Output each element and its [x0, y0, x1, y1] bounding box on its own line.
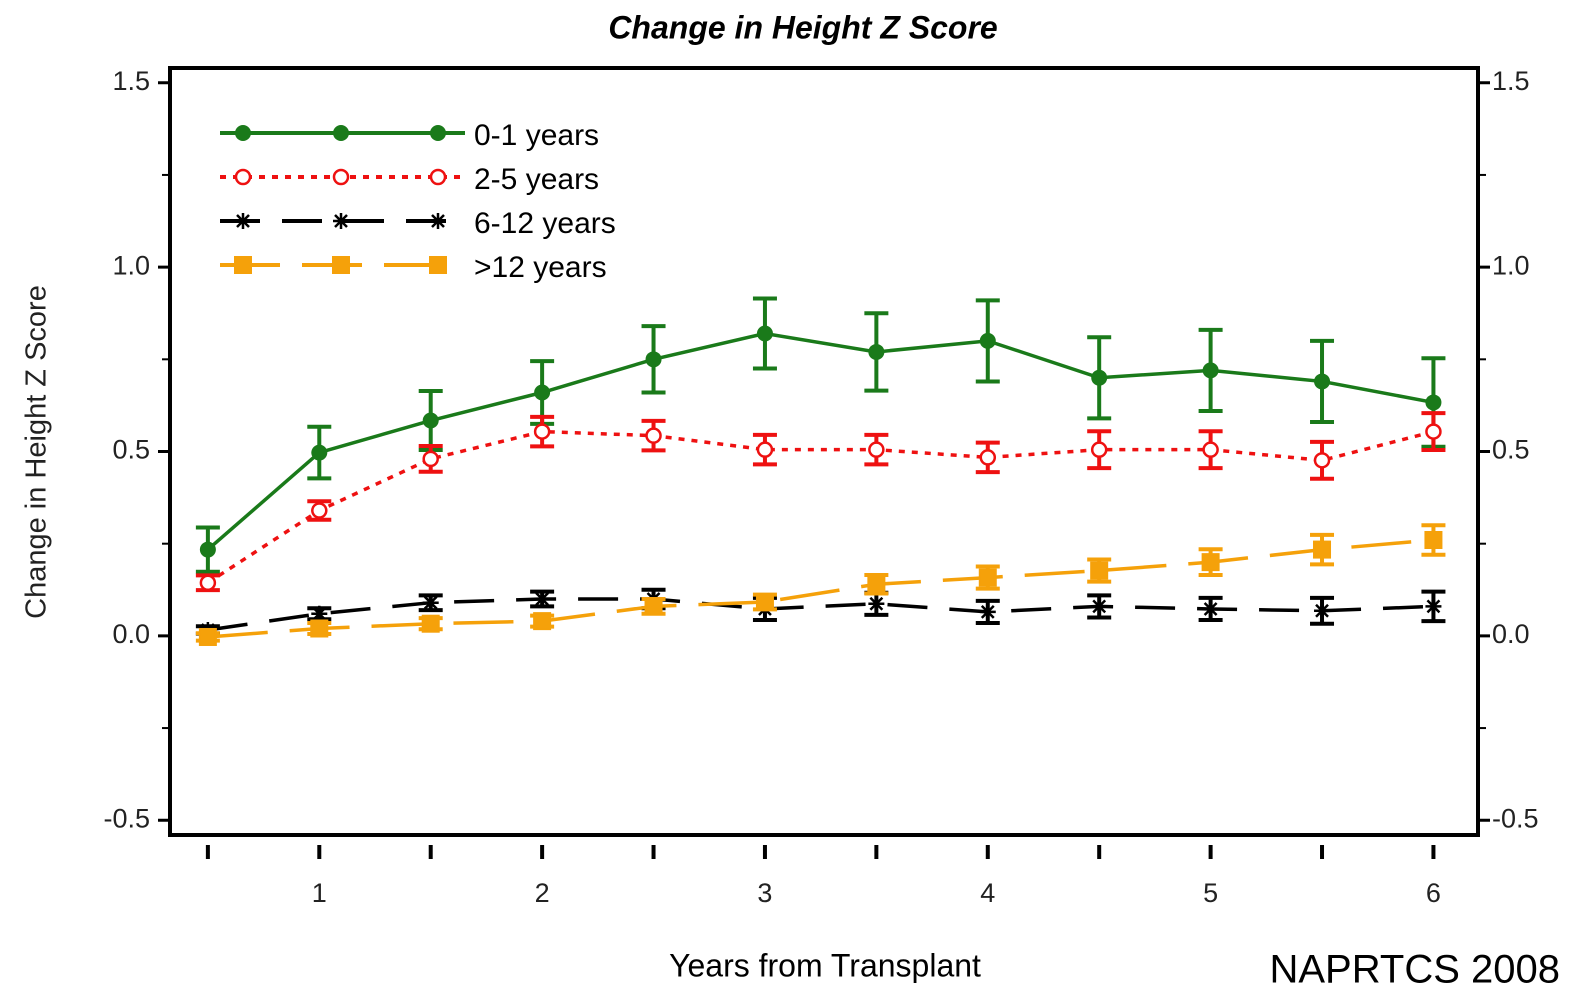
- marker: [978, 568, 997, 587]
- x-tick-label: 2: [535, 878, 550, 908]
- marker: [422, 450, 439, 468]
- x-tick-label: 4: [980, 878, 995, 908]
- y-tick-label: 1.5: [112, 66, 150, 96]
- legend-marker: [234, 168, 252, 186]
- legend-label: 6-12 years: [474, 207, 616, 240]
- y-tick-label: 0.5: [112, 435, 150, 465]
- legend-label: 0-1 years: [474, 119, 599, 152]
- series: [195, 411, 1446, 593]
- chart-title: Change in Height Z Score: [608, 9, 997, 45]
- marker: [310, 619, 329, 638]
- legend-entry: 0-1 years: [220, 119, 599, 152]
- marker: [1202, 441, 1219, 458]
- marker: [534, 384, 551, 401]
- x-axis-label: Years from Transplant: [669, 947, 981, 983]
- marker: [1201, 553, 1220, 572]
- marker: [1090, 561, 1109, 580]
- legend-label: >12 years: [474, 251, 607, 284]
- legend-entry: 6-12 years: [220, 207, 616, 240]
- series: [195, 296, 1446, 574]
- marker: [1202, 600, 1219, 617]
- marker: [199, 574, 217, 592]
- marker: [533, 423, 551, 440]
- marker: [756, 325, 773, 342]
- legend-marker: [235, 125, 251, 141]
- marker: [199, 541, 216, 558]
- y-tick-label: 0.0: [112, 619, 150, 649]
- series-line: [206, 429, 1434, 585]
- series: [195, 523, 1446, 646]
- legend-marker: [235, 213, 251, 229]
- source-note: NAPRTCS 2008: [1269, 948, 1560, 992]
- y2-tick-label: -0.5: [1492, 803, 1539, 833]
- marker: [756, 441, 774, 458]
- marker: [1425, 598, 1442, 615]
- legend-entry: >12 years: [220, 251, 607, 284]
- series-line: [207, 597, 1434, 632]
- marker: [1314, 373, 1331, 390]
- marker: [755, 592, 774, 611]
- series-line: [207, 538, 1434, 639]
- marker: [198, 627, 217, 646]
- marker: [1090, 441, 1108, 458]
- marker: [1202, 362, 1219, 379]
- x-tick-label: 6: [1426, 878, 1441, 908]
- marker: [534, 591, 551, 607]
- marker: [1425, 423, 1442, 440]
- marker: [979, 449, 997, 466]
- marker: [1424, 531, 1443, 549]
- legend-marker: [429, 168, 447, 186]
- y2-tick-label: 0.5: [1492, 435, 1530, 465]
- marker: [1091, 598, 1108, 615]
- y-tick-label: 1.0: [112, 250, 150, 280]
- legend-marker: [430, 213, 446, 229]
- y-tick-label: -0.5: [103, 803, 150, 833]
- legend-marker: [430, 125, 446, 141]
- marker: [311, 502, 328, 519]
- legend-marker: [333, 213, 349, 229]
- marker: [311, 605, 328, 622]
- legend-marker: [332, 256, 350, 274]
- marker: [868, 595, 885, 612]
- marker: [1313, 452, 1331, 469]
- marker: [533, 612, 552, 631]
- legend-marker: [429, 256, 447, 274]
- legend-marker: [333, 125, 349, 141]
- y2-tick-label: 1.5: [1492, 66, 1530, 96]
- marker: [1091, 369, 1108, 386]
- series: [195, 587, 1446, 638]
- marker: [422, 412, 439, 429]
- marker: [867, 575, 886, 594]
- series-line: [206, 331, 1434, 551]
- marker: [645, 427, 662, 444]
- marker: [868, 441, 885, 458]
- legend-marker: [332, 168, 350, 186]
- legend-marker: [234, 256, 252, 274]
- marker: [979, 332, 996, 349]
- x-tick-label: 5: [1203, 878, 1218, 908]
- marker: [644, 597, 663, 616]
- marker: [868, 343, 885, 360]
- y2-tick-label: 1.0: [1492, 250, 1530, 280]
- x-tick-label: 3: [757, 878, 772, 908]
- marker: [311, 444, 328, 461]
- legend-label: 2-5 years: [474, 163, 599, 196]
- legend-entry: 2-5 years: [220, 163, 599, 196]
- marker: [1314, 602, 1331, 619]
- plot-frame: [168, 66, 1480, 837]
- marker: [1313, 540, 1332, 559]
- marker: [421, 614, 440, 633]
- y2-tick-label: 0.0: [1492, 619, 1530, 649]
- marker: [422, 594, 439, 611]
- marker: [1425, 394, 1442, 411]
- marker: [979, 603, 996, 620]
- x-tick-label: 1: [312, 878, 327, 908]
- marker: [645, 351, 662, 368]
- y-axis-label: Change in Height Z Score: [21, 285, 53, 619]
